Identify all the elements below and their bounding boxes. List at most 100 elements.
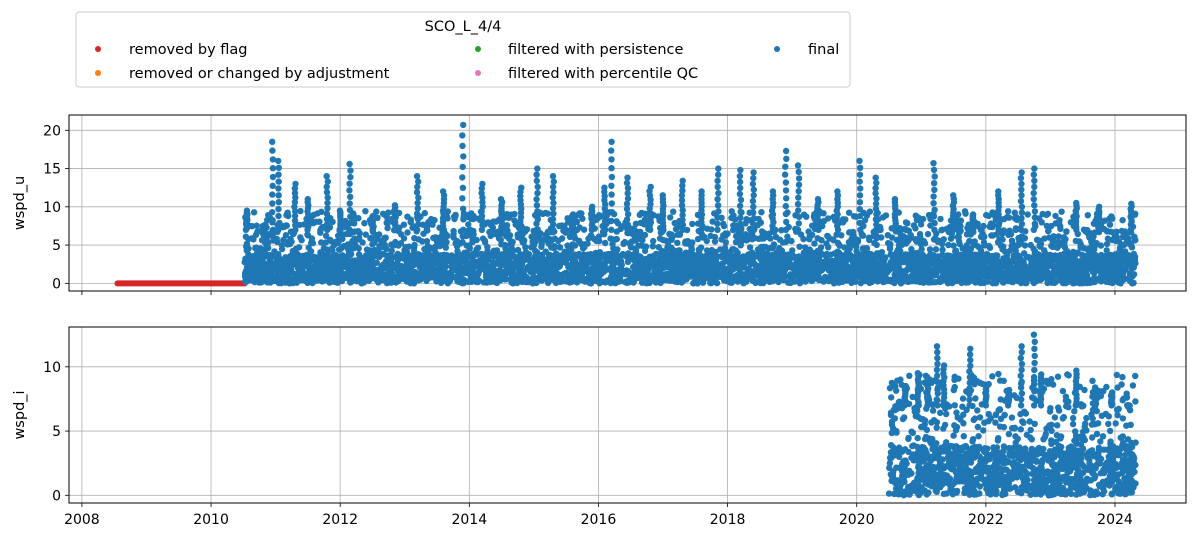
wspd-u-series-final-point — [600, 252, 608, 260]
wspd-u-series-final-point — [556, 243, 563, 251]
wspd-u-series-final-point — [1127, 241, 1134, 248]
wspd-u-series-final-point — [383, 245, 390, 252]
wspd-u-series-final-point — [623, 279, 631, 286]
wspd-u-series-final-point — [913, 266, 921, 274]
wspd-u-series-final-point — [666, 257, 674, 265]
wspd-u-series-final-point — [404, 213, 411, 220]
wspd-u-series-final-point — [251, 275, 259, 282]
wspd-u-series-final-point — [545, 240, 552, 247]
wspd-u-series-final-point — [934, 260, 942, 268]
wspd-u-series-final-point — [371, 239, 378, 246]
wspd-u-series-final-point — [381, 234, 388, 242]
wspd-u-series-final-point — [717, 246, 724, 253]
wspd-u-series-final-point — [423, 238, 431, 245]
wspd-u-series-final-point — [800, 249, 807, 256]
wspd-u-series-final-point — [703, 237, 710, 245]
wspd-u-series-final-point — [250, 209, 258, 216]
wspd-u-series-final-point — [433, 276, 441, 283]
wspd-u-series-final-point — [1024, 211, 1031, 218]
wspd-u-series-final-point — [711, 233, 719, 241]
wspd-u-series-final-point — [859, 261, 866, 268]
wspd-u-series-final-point — [916, 278, 924, 286]
wspd-u-series-final-point — [802, 278, 809, 285]
wspd-u-series-final-point — [395, 256, 402, 264]
wspd-u-series-final-point — [769, 257, 776, 264]
wspd-u-series-final-point — [1057, 225, 1064, 232]
wspd-u-series-final-point — [1043, 211, 1050, 218]
wspd-u-series-final-point — [641, 247, 649, 255]
wspd-u-series-final-point — [391, 273, 398, 281]
wspd-u-series-final-point — [829, 274, 836, 281]
wspd-u-series-final-point — [964, 262, 971, 269]
wspd-u-series-final-point — [336, 276, 344, 283]
wspd-u-series-final-point — [758, 209, 765, 216]
wspd-u-series-final-point — [536, 266, 543, 274]
wspd-u-series-final-point — [1086, 262, 1094, 269]
wspd-u-series-final-point — [1132, 236, 1139, 244]
wspd-u-series-final-point — [609, 240, 616, 248]
wspd-u-series-final-point — [955, 271, 962, 278]
wspd-u-series-final-point — [510, 262, 517, 269]
wspd-u-series-final-point — [829, 236, 837, 243]
wspd-u-series-final-point — [833, 231, 840, 238]
wspd-u-series-final-point — [450, 230, 457, 238]
wspd-u-series-final-point — [1020, 250, 1028, 257]
wspd-u-series-final-point — [436, 242, 443, 250]
legend-label-final: final — [808, 42, 839, 58]
wspd-u-series-final-point — [676, 258, 683, 266]
wspd-u-series-final-point — [537, 257, 544, 264]
wspd-u-series-final-point — [466, 267, 473, 274]
wspd-u-series-final-point — [362, 208, 369, 215]
wspd-u-series-final-point — [708, 226, 715, 233]
wspd-u-series-final-point — [1000, 255, 1007, 262]
wspd-u-series-final-point — [1052, 212, 1059, 220]
wspd-u-series-final-point — [349, 264, 356, 271]
wspd-u-series-final-point — [497, 269, 504, 276]
wspd-u-series-final-point — [845, 209, 853, 216]
wspd-u-series-final-point — [1051, 279, 1058, 286]
wspd-u-series-final-point — [1106, 221, 1114, 228]
wspd-u-series-final-point — [385, 277, 392, 284]
wspd-u-series-final-point — [660, 236, 667, 244]
wspd-u-series-final-point — [320, 244, 328, 252]
wspd-u-series-final-point — [324, 260, 331, 267]
wspd-u-series-final-point — [972, 263, 979, 270]
wspd-u-series-final-peak-2 — [275, 192, 282, 199]
wspd-u-series-final-point — [362, 258, 370, 265]
legend-label-removed-or-changed: removed or changed by adjustment — [129, 66, 390, 82]
wspd-u-series-final-point — [942, 277, 949, 284]
wspd-u-series-final-point — [523, 251, 530, 259]
wspd-u-series-final-point — [411, 241, 418, 249]
wspd-u-series-final-point — [700, 258, 707, 265]
wspd-u-series-final-point — [1130, 271, 1138, 278]
wspd-u-series-final-point — [434, 260, 441, 267]
wspd-u-series-final-point — [711, 238, 719, 245]
wspd-u-series-final-point — [350, 245, 357, 252]
wspd-u-series-final-point — [767, 267, 775, 274]
wspd-u-series-final-point — [481, 237, 488, 244]
wspd-u-series-final-point — [466, 227, 474, 234]
wspd-u-series-final-point — [932, 246, 940, 253]
wspd-u-series-final-point — [776, 245, 783, 252]
wspd-u-series-final-point — [999, 236, 1006, 243]
wspd-u-series-final-peak-2 — [275, 199, 282, 206]
legend-marker-persistence — [475, 46, 481, 52]
wspd-u-series-final-point — [712, 258, 719, 265]
wspd-u-series-final-point — [257, 279, 265, 286]
wspd-u-series-final-point — [615, 274, 622, 282]
wspd-u-series-final-point — [611, 251, 618, 259]
wspd-u-series-final-point — [278, 245, 286, 253]
wspd-u-series-final-point — [1062, 236, 1069, 243]
wspd-u-series-final-point — [717, 273, 724, 280]
wspd-u-series-final-point — [258, 227, 265, 234]
wspd-u-series-final-point — [1011, 209, 1018, 216]
wspd-u-series-final-point — [914, 251, 921, 259]
wspd-u-series-final-point — [1015, 234, 1022, 242]
wspd-u-series-final-point — [523, 226, 531, 233]
wspd-u-series-final-point — [398, 271, 406, 278]
wspd-u-series-final-point — [253, 222, 260, 229]
wspd-u-series-final-point — [1047, 253, 1055, 260]
wspd-u-series-final-point — [299, 253, 306, 260]
wspd-u-series-final-point — [674, 239, 681, 246]
wspd-u-series-final-point — [529, 278, 536, 286]
